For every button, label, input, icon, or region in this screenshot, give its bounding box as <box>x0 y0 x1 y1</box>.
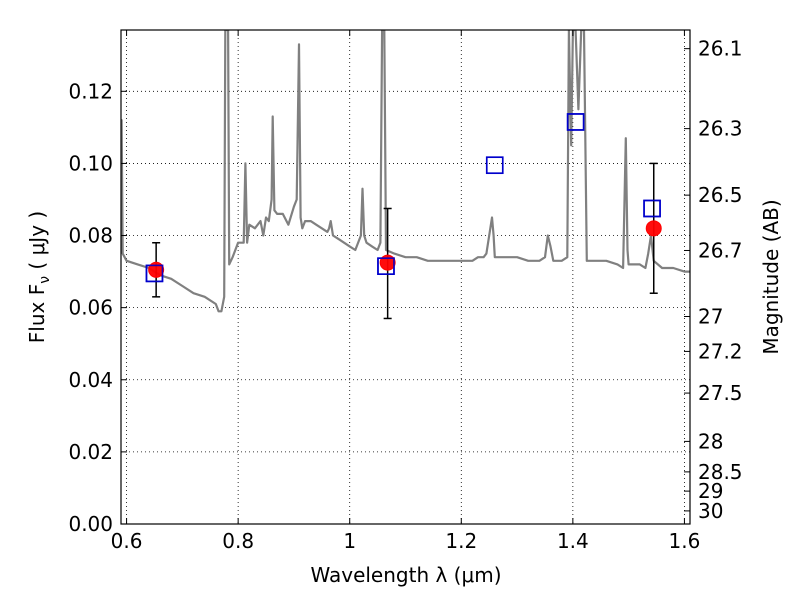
observed-point <box>379 254 396 271</box>
grid-lines <box>121 30 690 525</box>
x-tick-label: 1.4 <box>557 529 589 553</box>
x-tick-label: 0.8 <box>222 529 254 553</box>
model-spectrum <box>121 30 690 313</box>
right-axis-title: Magnitude (AB) <box>759 199 783 354</box>
y-axis-title-main: Flux F <box>25 284 49 343</box>
model-photometry-square <box>643 199 661 218</box>
axis-ticks: 0.6 0.8 1 1.2 1.4 1.6 0.00 0.02 0.04 0.06 0.08 0.10… <box>68 30 743 553</box>
observed-point <box>645 220 662 237</box>
right-tick-label: 28.5 <box>698 460 743 484</box>
axes-frame <box>120 29 691 525</box>
y-axis-title-subscript: ν <box>37 276 53 284</box>
model-photometry-square-outline <box>145 264 164 283</box>
x-tick-label: 1.2 <box>445 529 477 553</box>
model-photometry-square-outline <box>566 113 585 131</box>
y-axis-title-unit: ( μJy ) <box>25 211 49 276</box>
x-tick-label: 1 <box>343 529 356 553</box>
right-tick-label: 27.2 <box>698 339 743 363</box>
right-tick-label: 29 <box>698 479 723 503</box>
y-tick-label: 0.12 <box>68 79 113 103</box>
y-tick-label: 0.04 <box>68 368 113 392</box>
right-tick-label: 26.1 <box>698 37 743 61</box>
model-spectrum-line <box>121 30 690 313</box>
right-tick-label: 26.7 <box>698 238 743 262</box>
model-photometry-square-outline <box>643 199 661 218</box>
y-axis-title: Flux Fν ( μJy ) <box>25 211 53 343</box>
y-tick-label: 0.06 <box>68 296 113 320</box>
plot-frame <box>120 29 691 525</box>
observed-point <box>148 261 165 278</box>
x-tick-label: 1.6 <box>669 529 701 553</box>
y-tick-label: 0.02 <box>68 440 113 464</box>
model-photometry-square-outline <box>485 156 504 175</box>
right-tick-label: 27.5 <box>698 381 743 405</box>
x-axis-title: Wavelength λ (μm) <box>310 563 501 587</box>
right-tick-label: 28 <box>698 429 723 453</box>
right-tick-label: 30 <box>698 499 723 523</box>
model-photometry-square <box>485 156 504 175</box>
model-photometry-square-outline <box>377 257 395 275</box>
right-tick-label: 26.5 <box>698 183 743 207</box>
y-tick-label: 0.10 <box>68 151 113 175</box>
right-tick-label: 27 <box>698 305 723 329</box>
y-tick-label: 0.08 <box>68 224 113 248</box>
photometry-marks <box>145 113 662 320</box>
right-tick-label: 26.3 <box>698 117 743 141</box>
y-tick-label: 0.00 <box>68 512 113 536</box>
x-tick-label: 0.6 <box>111 529 143 553</box>
